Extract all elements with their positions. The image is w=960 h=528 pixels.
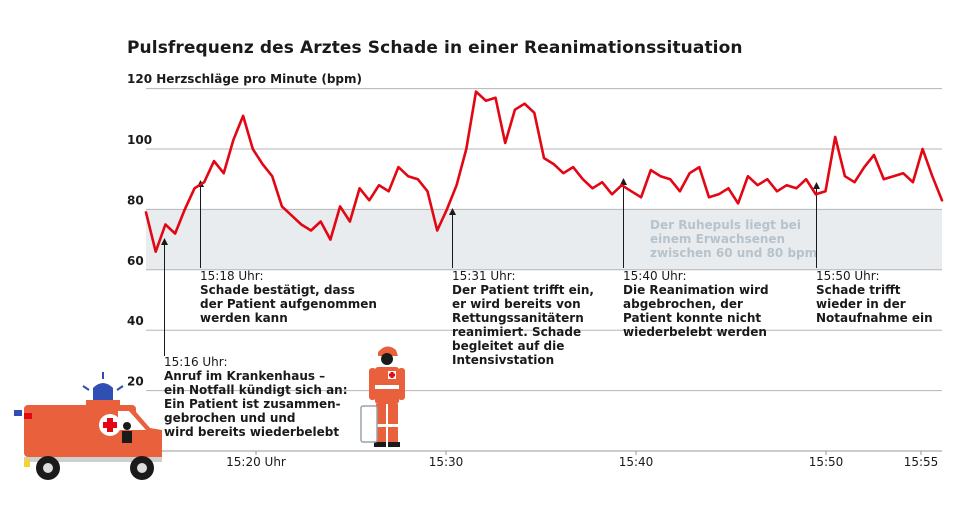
annotation-text-line: Anruf im Krankenhaus – — [164, 369, 325, 383]
y-tick-label: 100 — [127, 133, 152, 147]
annotation-text-line: Ein Patient ist zusammen- — [164, 397, 341, 411]
annotation-text-line: abgebrochen, der — [623, 297, 743, 311]
annotation-time: 15:50 Uhr: — [816, 269, 880, 283]
annotation-text-line: begleitet auf die — [452, 339, 564, 353]
siren-light-icon — [93, 383, 113, 400]
annotation-text-line: ein Notfall kündigt sich an: — [164, 383, 348, 397]
pulse-line-series — [144, 90, 944, 253]
annotation-text-line: Notaufnahme ein — [816, 311, 933, 325]
paramedic-head — [381, 353, 393, 365]
annotation-text-line: wiederbelebt werden — [623, 325, 767, 339]
x-tick-label: 15:30 — [429, 455, 464, 469]
band-label-line: zwischen 60 und 80 bpm — [650, 246, 817, 260]
band-label-line: einem Erwachsenen — [650, 232, 785, 246]
paramedic-leg-left — [376, 404, 386, 442]
annotation-time: 15:16 Uhr: — [164, 355, 228, 369]
annotation-text-line: Schade trifft — [816, 283, 901, 297]
y-axis-label: 120 Herzschläge pro Minute (bpm) — [127, 72, 363, 86]
ambulance-illustration — [14, 372, 162, 480]
ambulance-light — [24, 413, 32, 419]
siren-ray-right — [116, 385, 124, 391]
annotation-text-line: wieder in der — [816, 297, 906, 311]
cross-horizontal — [103, 422, 117, 428]
annotation-text-line: reanimiert. Schade — [452, 325, 581, 339]
y-ticks: 100 80 60 40 20 — [127, 133, 152, 389]
y-tick-label: 80 — [127, 193, 144, 207]
annotation-text-line: Intensivstation — [452, 353, 554, 367]
x-tick-label: 15:55 — [904, 455, 939, 469]
annotation-time: 15:40 Uhr: — [623, 269, 687, 283]
ambulance-bumper — [24, 457, 162, 462]
paramedic-cross-h — [389, 373, 395, 377]
paramedic-stripe — [375, 385, 399, 389]
driver-body — [122, 431, 132, 443]
paramedic-leg-stripe — [376, 424, 398, 427]
annotation-time: 15:18 Uhr: — [200, 269, 264, 283]
x-tick-label: 15:40 — [619, 455, 654, 469]
annotation-arrow-icon — [620, 178, 627, 185]
resting-band-rect — [146, 209, 942, 270]
chart-title: Pulsfrequenz des Arztes Schade in einer … — [127, 38, 743, 58]
siren-base — [86, 400, 120, 406]
medical-case — [360, 405, 378, 443]
annotation-text-line: werden kann — [200, 311, 288, 325]
siren-ray-left — [82, 385, 90, 391]
paramedic-boot-right — [388, 442, 400, 447]
x-ticks: 15:20 Uhr 15:30 15:40 15:50 15:55 — [226, 451, 938, 469]
y-tick-label: 20 — [127, 375, 144, 389]
annotation-text-line: er wird bereits von — [452, 297, 581, 311]
band-label-line: Der Ruhepuls liegt bei — [650, 218, 801, 232]
x-tick-label: 15:20 Uhr — [226, 455, 286, 469]
grid-lines — [146, 88, 942, 452]
annotation-time: 15:31 Uhr: — [452, 269, 516, 283]
driver-head — [123, 422, 131, 430]
pulse-line — [144, 90, 944, 253]
annotation-text-line: wird bereits wiederbelebt — [164, 425, 339, 439]
annotation-text-line: der Patient aufgenommen — [200, 297, 377, 311]
y-tick-label: 40 — [127, 314, 144, 328]
y-tick-label: 60 — [127, 254, 144, 268]
annotation-arrow-icon — [813, 182, 820, 189]
annotation-text-line: gebrochen und und — [164, 411, 296, 425]
annotation-text-line: Der Patient trifft ein, — [452, 283, 594, 297]
annotations: 15:16 Uhr:Anruf im Krankenhaus –ein Notf… — [161, 178, 933, 439]
ambulance-hub-front — [137, 463, 147, 473]
ambulance-beacon — [14, 410, 22, 416]
paramedic-boot-left — [374, 442, 386, 447]
paramedic-illustration — [360, 346, 405, 447]
paramedic-cap — [378, 346, 398, 356]
annotation-arrow-icon — [449, 208, 456, 215]
annotation-text-line: Die Reanimation wird — [623, 283, 769, 297]
annotation-text-line: Patient konnte nicht — [623, 311, 761, 325]
annotation-arrow-icon — [161, 238, 168, 245]
ambulance-hub-rear — [43, 463, 53, 473]
x-tick-label: 15:50 — [809, 455, 844, 469]
annotation-text-line: Rettungssanitätern — [452, 311, 584, 325]
paramedic-leg-right — [388, 404, 398, 442]
paramedic-arm-right — [398, 368, 405, 400]
paramedic-arm-left — [369, 368, 376, 400]
ambulance-rear-light — [24, 459, 30, 467]
annotation-text-line: Schade bestätigt, dass — [200, 283, 355, 297]
